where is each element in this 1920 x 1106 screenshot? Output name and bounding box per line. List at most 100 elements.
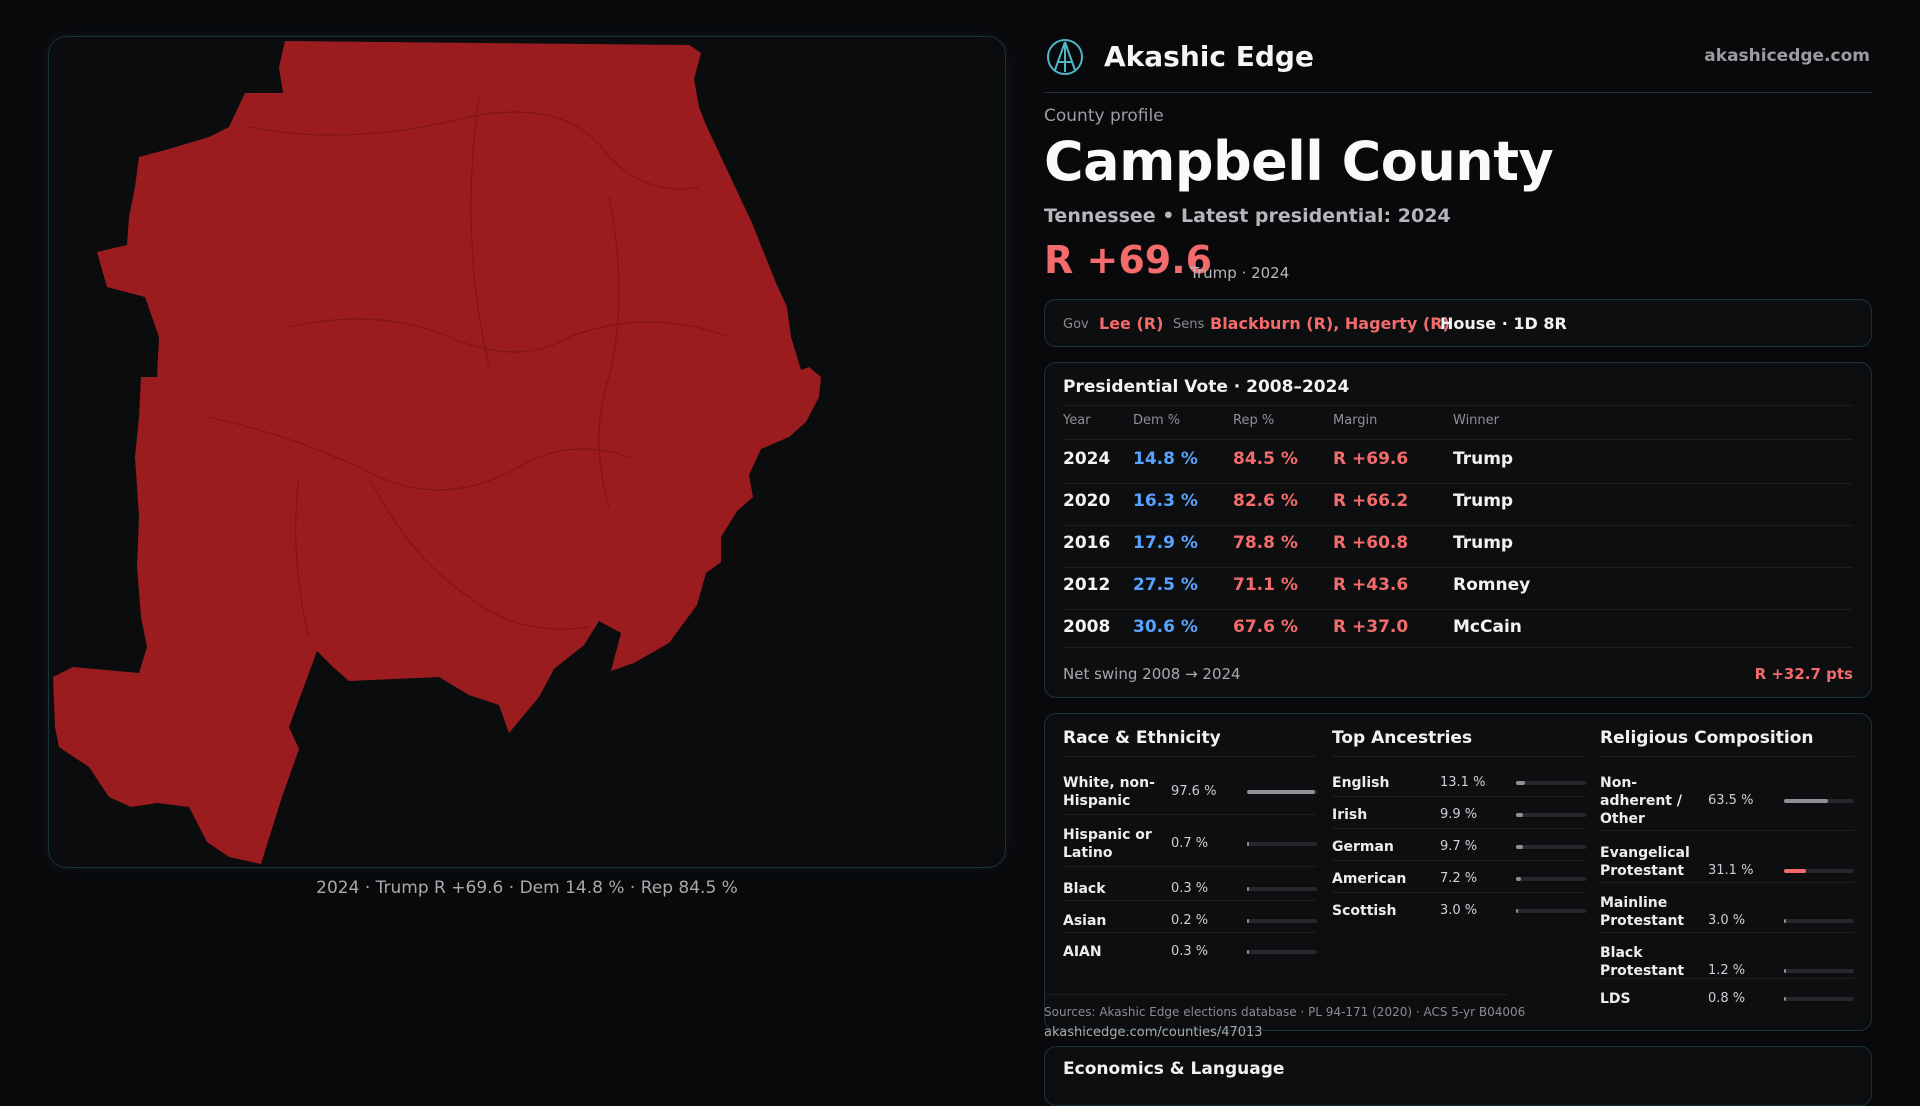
map-caption: 2024 · Trump R +69.6 · Dem 14.8 % · Rep … (316, 878, 738, 898)
economics-card: Economics & Language (1044, 1046, 1872, 1106)
ancestry-bar-fill (1516, 781, 1525, 785)
officials-bar: Gov Lee (R) Sens Blackburn (R), Hagerty … (1044, 299, 1872, 347)
religion-row-label: Non-adherent / Other (1600, 775, 1682, 827)
ancestry-bar-fill (1516, 909, 1518, 913)
divider (1063, 756, 1317, 757)
divider (1044, 994, 1508, 995)
senators: Blackburn (R), Hagerty (R) (1210, 314, 1450, 333)
ancestry-row-label: Scottish (1332, 903, 1397, 919)
row-divider (1063, 866, 1317, 867)
divider (1063, 647, 1853, 648)
race-bar-track (1247, 950, 1317, 954)
row-divider (1063, 814, 1317, 815)
ancestry-row-value: 9.7 % (1440, 839, 1478, 854)
ancestry-bar-track (1516, 909, 1586, 913)
vote-year-cell: 2008 (1063, 617, 1111, 637)
vote-dem-cell: 16.3 % (1133, 491, 1198, 511)
ancestry-bar-track (1516, 781, 1586, 785)
religion-bar-track (1784, 869, 1854, 873)
religion-heading: Religious Composition (1600, 728, 1814, 748)
vote-rep-cell: 67.6 % (1233, 617, 1298, 637)
religion-bar-track (1784, 969, 1854, 973)
divider (1063, 405, 1853, 406)
atom-globe-icon (1047, 39, 1083, 75)
race-row-value: 0.3 % (1171, 944, 1209, 959)
race-bar-track (1247, 790, 1317, 794)
vote-winner-cell: Trump (1453, 491, 1514, 511)
religion-row-value: 0.8 % (1708, 991, 1746, 1006)
race-row-label: Black (1063, 881, 1106, 897)
vote-margin-cell: R +69.6 (1333, 449, 1409, 469)
vote-margin-cell: R +60.8 (1333, 533, 1409, 553)
religion-bar-track (1784, 997, 1854, 1001)
row-divider (1600, 882, 1854, 883)
ancestry-row-label: American (1332, 871, 1407, 887)
race-row-value: 0.3 % (1171, 881, 1209, 896)
page-title: Campbell County (1044, 130, 1554, 193)
brand-name[interactable]: Akashic Edge (1104, 40, 1314, 73)
religion-row-value: 31.1 % (1708, 863, 1754, 878)
race-bar-track (1247, 887, 1317, 891)
table-row-divider (1063, 525, 1853, 526)
race-row-label: AIAN (1063, 944, 1102, 960)
vote-winner-cell: Romney (1453, 575, 1531, 595)
governor: Lee (R) (1099, 314, 1164, 333)
ancestry-bar-track (1516, 845, 1586, 849)
vote-winner-cell: Trump (1453, 449, 1514, 469)
ancestry-bar-fill (1516, 813, 1523, 817)
county-map[interactable] (48, 36, 1006, 868)
religion-row-value: 3.0 % (1708, 913, 1746, 928)
religion-bar-fill (1784, 997, 1786, 1001)
row-divider (1600, 978, 1854, 979)
religion-row-label: Mainline Protestant (1600, 895, 1685, 929)
ancestry-row-value: 13.1 % (1440, 775, 1486, 790)
race-bar-fill (1247, 919, 1249, 923)
vote-dem-cell: 30.6 % (1133, 617, 1198, 637)
ancestry-row-label: Irish (1332, 807, 1368, 823)
vote-rep-cell: 71.1 % (1233, 575, 1298, 595)
race-row-value: 0.7 % (1171, 836, 1209, 851)
ancestry-bar-track (1516, 813, 1586, 817)
net-swing-label: Net swing 2008 → 2024 (1063, 665, 1241, 683)
race-row-value: 97.6 % (1171, 784, 1217, 799)
race-bar-fill (1247, 790, 1315, 794)
race-row-value: 0.2 % (1171, 913, 1209, 928)
ancestry-row-value: 3.0 % (1440, 903, 1478, 918)
divider (1063, 439, 1853, 440)
race-row-label: White, non-Hispanic (1063, 775, 1155, 809)
source-url[interactable]: akashicedge.com/counties/47013 (1044, 1025, 1263, 1040)
ancestry-row-label: English (1332, 775, 1390, 791)
ancestry-bar-fill (1516, 845, 1523, 849)
divider (1600, 756, 1854, 757)
vote-year-cell: 2012 (1063, 575, 1111, 595)
row-divider (1332, 860, 1586, 861)
race-heading: Race & Ethnicity (1063, 728, 1221, 748)
divider (1332, 756, 1586, 757)
vote-year-cell: 2024 (1063, 449, 1111, 469)
race-bar-fill (1247, 950, 1249, 954)
row-divider (1600, 830, 1854, 831)
presidential-heading: Presidential Vote · 2008–2024 (1063, 377, 1350, 397)
religion-bar-track (1784, 919, 1854, 923)
religion-bar-fill (1784, 969, 1786, 973)
headline-margin: R +69.6 (1044, 238, 1213, 282)
sens-label: Sens (1173, 317, 1205, 332)
county-shape[interactable] (53, 41, 821, 864)
vote-margin-cell: R +37.0 (1333, 617, 1409, 637)
brand-header: Akashic Edge akashicedge.com (1044, 36, 1872, 76)
row-divider (1063, 900, 1317, 901)
site-link[interactable]: akashicedge.com (1704, 46, 1870, 66)
row-divider (1332, 828, 1586, 829)
house-delegation: House · 1D 8R (1440, 314, 1567, 333)
vote-rep-cell: 82.6 % (1233, 491, 1298, 511)
religion-row-value: 63.5 % (1708, 793, 1754, 808)
ancestry-bar-track (1516, 877, 1586, 881)
col-year: Year (1063, 413, 1091, 428)
vote-year-cell: 2016 (1063, 533, 1111, 553)
headline-margin-note: Trump · 2024 (1190, 264, 1290, 282)
district-lines (208, 96, 730, 638)
religion-row-value: 1.2 % (1708, 963, 1746, 978)
vote-dem-cell: 27.5 % (1133, 575, 1198, 595)
ancestry-heading: Top Ancestries (1332, 728, 1473, 748)
vote-dem-cell: 17.9 % (1133, 533, 1198, 553)
